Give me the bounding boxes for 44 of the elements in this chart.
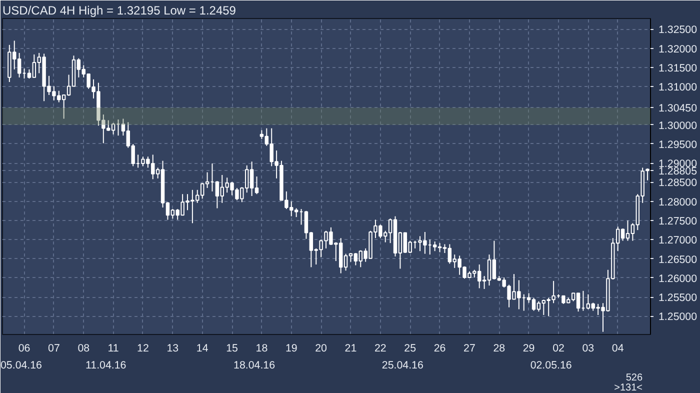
text: >131<: [614, 382, 643, 393]
x-tick-label: 06: [18, 342, 30, 354]
text: 05.04.16: [0, 360, 42, 372]
y-tick-label: 1.28500: [658, 177, 698, 190]
x-tick-label: 04: [612, 342, 624, 354]
text: 526: [626, 372, 643, 384]
x-tick-label: 19: [285, 342, 298, 354]
x-tick-label: 21: [344, 342, 357, 354]
y-tick-label: 1.30450: [658, 102, 698, 115]
x-tick-label: 26: [434, 342, 446, 354]
x-tick-label: 28: [493, 342, 506, 354]
x-tick-label: 22: [374, 342, 386, 354]
x-tick-label: 07: [48, 342, 60, 354]
x-tick-label: 18: [256, 342, 268, 354]
chart-title: USD/CAD 4H High = 1.32195 Low = 1.2459: [2, 4, 236, 18]
text: 25.04.16: [382, 360, 424, 372]
y-tick-label: 1.31000: [658, 82, 698, 94]
x-tick-label: 08: [78, 342, 90, 354]
x-tick-label: 27: [464, 342, 476, 354]
y-tick-label: 1.32000: [658, 43, 698, 56]
text: 11.04.16: [86, 360, 126, 372]
y-tick-label: 1.25000: [658, 311, 698, 324]
x-tick-label: 03: [582, 342, 594, 354]
text: 02.05.16: [530, 360, 572, 372]
y-tick-label: 1.27500: [658, 215, 698, 228]
y-tick-label: 1.26000: [658, 272, 698, 285]
x-tick-label: 25: [404, 342, 416, 354]
y-tick-label: 1.29500: [658, 138, 698, 151]
y-tick-label: 1.31500: [658, 62, 698, 74]
y-tick-label: 1.28000: [658, 196, 698, 208]
y-tick-label: 1.30000: [658, 120, 698, 132]
x-tick-label: 02: [552, 342, 564, 354]
x-tick-label: 12: [137, 342, 149, 354]
x-tick-label: 29: [522, 342, 535, 354]
y-tick-label: 1.25500: [658, 292, 698, 304]
x-tick-label: 15: [226, 342, 238, 354]
text: 18.04.16: [234, 360, 276, 372]
x-tick-label: 20: [315, 342, 328, 354]
x-tick-label: 11: [108, 342, 119, 354]
y-tick-label: 1.26500: [658, 254, 698, 266]
y-tick-label: 1.32500: [658, 24, 698, 36]
y-tick-label: 1.27000: [658, 234, 698, 247]
x-tick-label: 14: [196, 342, 208, 354]
x-tick-label: 13: [166, 342, 179, 354]
